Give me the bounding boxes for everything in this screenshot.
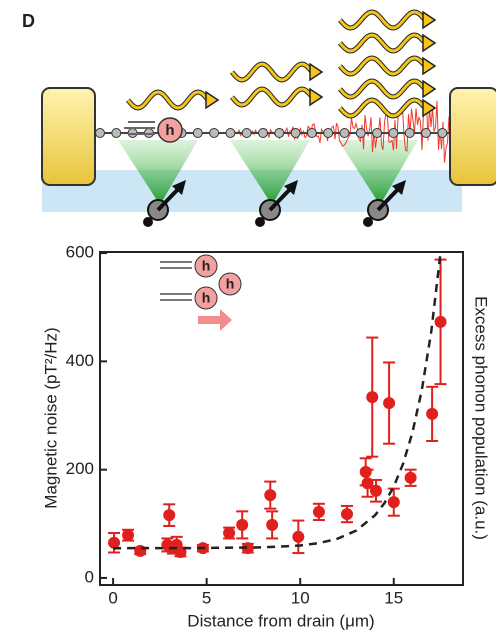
- data-point: [223, 527, 236, 540]
- wave: [230, 62, 314, 82]
- wave-head: [422, 56, 437, 76]
- data-point: [387, 496, 400, 509]
- spins: [143, 180, 406, 227]
- wave-head: [309, 87, 324, 107]
- y-axis-label: Magnetic noise (pT²/Hz): [41, 327, 60, 508]
- atom: [355, 128, 366, 138]
- atom: [225, 128, 236, 138]
- data-point: [163, 509, 176, 522]
- data-point: [236, 518, 249, 531]
- source-pad: [41, 87, 96, 186]
- wave-head: [205, 90, 220, 110]
- data-point: [404, 471, 417, 484]
- wave: [338, 79, 426, 99]
- data-point: [340, 508, 353, 521]
- atom: [339, 128, 350, 138]
- nv-cone: [230, 140, 310, 205]
- atom: [290, 128, 301, 138]
- hole-label: h: [226, 276, 235, 292]
- flow-arrow: [198, 309, 232, 331]
- panel-label: D: [22, 11, 35, 31]
- data-point: [359, 465, 372, 478]
- plot-frame: [99, 251, 464, 586]
- schematic: D h: [22, 9, 496, 227]
- data-point: [264, 489, 277, 502]
- wave: [338, 98, 426, 118]
- data-point: [134, 544, 147, 557]
- y-tick-label: 200: [66, 459, 94, 478]
- wave: [126, 90, 210, 110]
- x-tick-label: 10: [291, 588, 310, 607]
- atom: [95, 128, 105, 138]
- wave-head: [422, 98, 437, 118]
- wave-head: [309, 62, 324, 82]
- data-point: [108, 536, 121, 549]
- wave-head: [422, 33, 437, 53]
- x-tick-label: 5: [202, 588, 211, 607]
- wave: [230, 87, 314, 107]
- atom: [192, 128, 203, 138]
- atom: [258, 128, 268, 138]
- atom: [323, 128, 334, 138]
- wave: [338, 56, 426, 76]
- hole-label: h: [202, 290, 211, 306]
- wave: [338, 10, 426, 30]
- phonon-waves: [126, 9, 437, 119]
- y2-axis-label: Excess phonon population (a.u.): [472, 296, 491, 540]
- data-point: [266, 518, 279, 531]
- x-tick-label: 0: [108, 588, 117, 607]
- data-point: [434, 315, 447, 328]
- y-tick-label: 400: [66, 351, 94, 370]
- atom: [241, 128, 252, 138]
- atom: [274, 128, 285, 138]
- wave-head: [422, 10, 437, 30]
- x-tick-label: 15: [384, 588, 403, 607]
- atom: [209, 128, 220, 138]
- atom: [437, 128, 448, 138]
- data-point: [312, 505, 325, 518]
- hole: [157, 117, 183, 143]
- data-point: [122, 529, 135, 542]
- data-point: [369, 484, 382, 497]
- atom: [372, 128, 383, 138]
- atom: [404, 128, 415, 138]
- data-point: [383, 397, 396, 410]
- data-point: [241, 542, 254, 555]
- y-tick-label: 0: [85, 567, 94, 586]
- nv-cone: [118, 140, 198, 205]
- x-axis-label: Distance from drain (μm): [187, 611, 374, 630]
- nv-cone: [338, 140, 418, 205]
- inset-holes: [160, 261, 192, 301]
- y-tick-label: 600: [66, 243, 94, 262]
- wave: [338, 33, 426, 53]
- hole-label: h: [165, 122, 174, 139]
- chart: h h h Distance from drain (μm) Magnetic …: [41, 243, 490, 631]
- drain-pad: [449, 87, 496, 186]
- atom: [388, 128, 399, 138]
- hole-label: h: [202, 258, 211, 274]
- data-point: [426, 407, 439, 420]
- wave-head: [422, 79, 437, 99]
- fit-curve: [113, 252, 442, 550]
- atom: [111, 128, 122, 138]
- atom: [306, 128, 317, 138]
- data-point: [366, 391, 379, 404]
- data-point: [292, 530, 305, 543]
- atom: [421, 128, 431, 138]
